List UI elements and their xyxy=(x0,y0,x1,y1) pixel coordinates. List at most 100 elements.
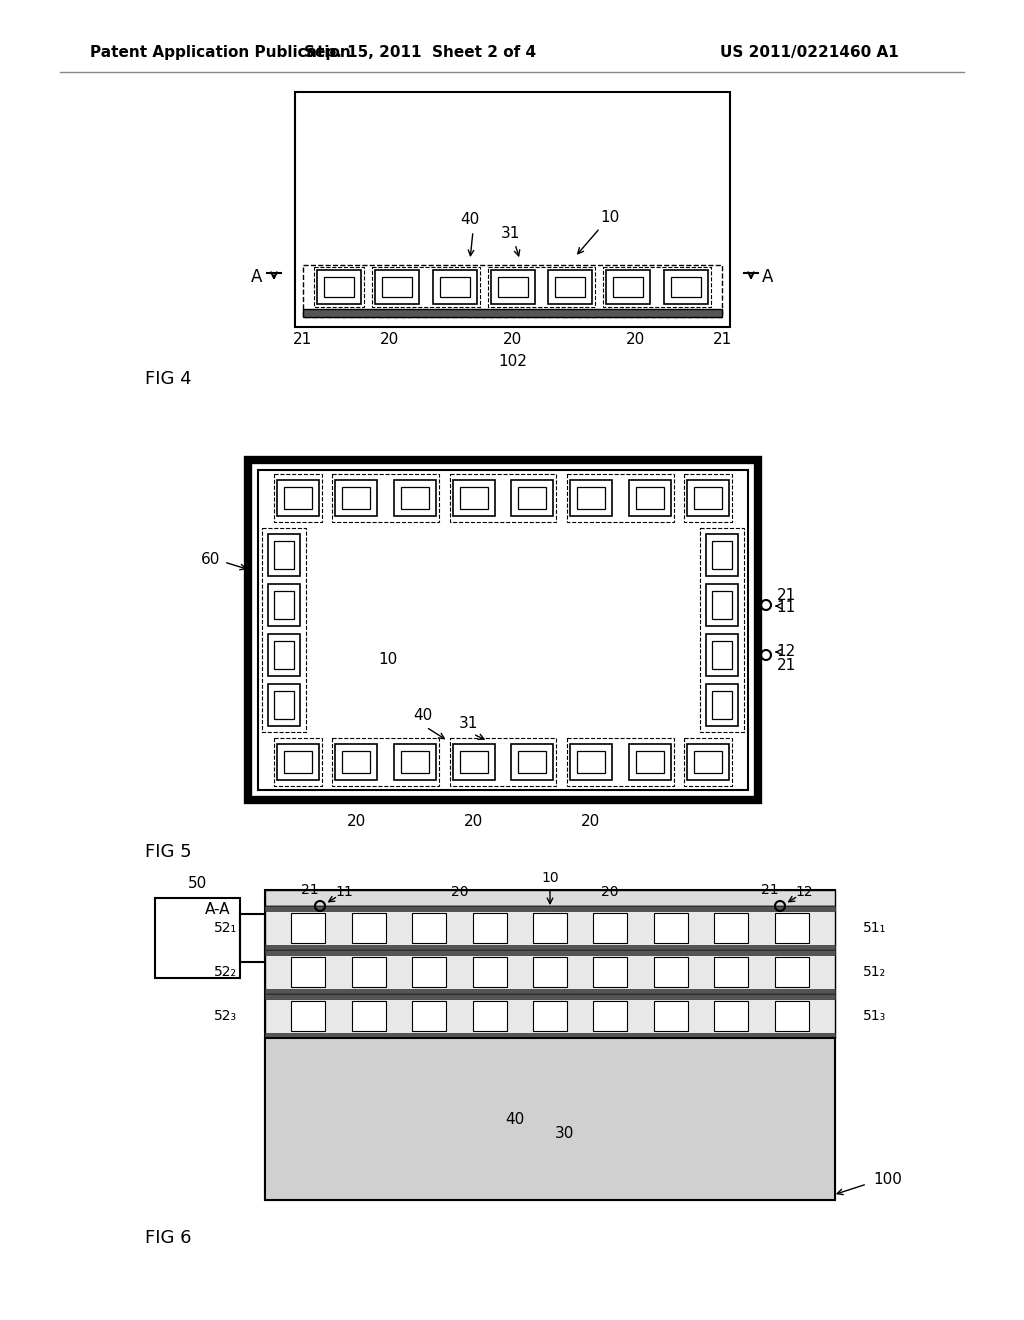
Text: 30: 30 xyxy=(555,1126,574,1142)
Bar xyxy=(413,913,446,942)
Bar xyxy=(714,913,749,942)
Bar xyxy=(700,528,744,733)
Text: 21: 21 xyxy=(301,883,318,898)
Bar xyxy=(706,583,738,626)
Bar xyxy=(450,738,556,785)
Bar xyxy=(324,277,354,297)
Bar xyxy=(606,271,650,304)
Bar xyxy=(460,487,487,510)
Bar xyxy=(372,267,479,308)
Bar xyxy=(268,535,300,576)
Bar xyxy=(653,1001,688,1031)
Bar xyxy=(684,738,732,785)
Text: 10: 10 xyxy=(600,210,620,224)
Bar xyxy=(577,487,605,510)
Bar xyxy=(653,957,688,987)
Bar xyxy=(265,890,835,906)
Bar xyxy=(549,271,592,304)
Bar xyxy=(342,487,371,510)
Bar xyxy=(303,265,722,317)
Bar xyxy=(292,913,326,942)
Bar xyxy=(774,1001,809,1031)
Bar xyxy=(268,634,300,676)
Bar xyxy=(593,1001,628,1031)
Bar xyxy=(577,751,605,774)
Bar xyxy=(335,744,377,780)
Bar xyxy=(706,634,738,676)
Bar xyxy=(265,989,835,994)
Bar xyxy=(276,744,318,780)
Bar xyxy=(274,690,294,719)
Bar xyxy=(375,271,419,304)
Text: 20: 20 xyxy=(601,884,618,899)
Text: 40: 40 xyxy=(461,213,479,227)
Text: 60: 60 xyxy=(201,553,220,568)
Bar xyxy=(274,591,294,619)
Bar xyxy=(342,751,371,774)
Bar xyxy=(265,950,835,954)
Bar xyxy=(687,480,729,516)
Bar xyxy=(567,474,674,521)
Text: 10: 10 xyxy=(378,652,397,668)
Bar xyxy=(292,1001,326,1031)
Bar xyxy=(274,541,294,569)
Bar xyxy=(593,957,628,987)
Bar xyxy=(333,738,439,785)
Bar xyxy=(401,487,429,510)
Text: 51₂: 51₂ xyxy=(863,965,886,979)
Bar xyxy=(335,480,377,516)
Bar xyxy=(534,957,567,987)
Bar xyxy=(684,474,732,521)
Bar xyxy=(453,480,495,516)
Bar xyxy=(498,277,527,297)
Bar xyxy=(774,957,809,987)
Bar xyxy=(394,744,436,780)
Bar xyxy=(292,957,326,987)
Bar xyxy=(534,1001,567,1031)
Text: 52₂: 52₂ xyxy=(214,965,237,979)
Bar xyxy=(511,744,553,780)
Text: 11: 11 xyxy=(776,599,796,615)
Bar xyxy=(265,945,835,950)
Bar xyxy=(712,690,732,719)
Text: FIG 5: FIG 5 xyxy=(145,843,191,861)
Text: 31: 31 xyxy=(459,717,477,731)
Bar xyxy=(473,913,507,942)
Bar xyxy=(570,744,612,780)
Bar xyxy=(473,1001,507,1031)
Bar xyxy=(712,642,732,669)
Bar xyxy=(155,898,240,978)
Bar xyxy=(248,459,758,800)
Bar xyxy=(439,277,470,297)
Text: 40: 40 xyxy=(414,709,432,723)
Text: 20: 20 xyxy=(626,331,645,346)
Bar xyxy=(258,470,748,789)
Text: 52₁: 52₁ xyxy=(214,921,237,935)
Bar xyxy=(265,906,835,950)
Bar xyxy=(265,994,835,1038)
Text: FIG 4: FIG 4 xyxy=(145,370,191,388)
Bar xyxy=(473,957,507,987)
Bar xyxy=(555,277,586,297)
Text: 12: 12 xyxy=(776,644,796,659)
Text: 20: 20 xyxy=(452,884,469,899)
Text: 51₃: 51₃ xyxy=(863,1008,886,1023)
Text: 20: 20 xyxy=(347,814,366,829)
Text: 20: 20 xyxy=(380,331,399,346)
Bar xyxy=(352,913,386,942)
Bar xyxy=(265,994,835,999)
Text: 21: 21 xyxy=(776,657,796,672)
Bar xyxy=(240,913,265,962)
Bar xyxy=(636,751,664,774)
Bar xyxy=(284,751,311,774)
Text: 21: 21 xyxy=(761,883,779,898)
Text: 21: 21 xyxy=(293,331,312,346)
Text: 20: 20 xyxy=(582,814,601,829)
Text: 21: 21 xyxy=(776,587,796,602)
Bar xyxy=(636,487,664,510)
Bar xyxy=(268,684,300,726)
Bar xyxy=(276,480,318,516)
Bar xyxy=(394,480,436,516)
Bar xyxy=(712,591,732,619)
Bar xyxy=(262,528,306,733)
